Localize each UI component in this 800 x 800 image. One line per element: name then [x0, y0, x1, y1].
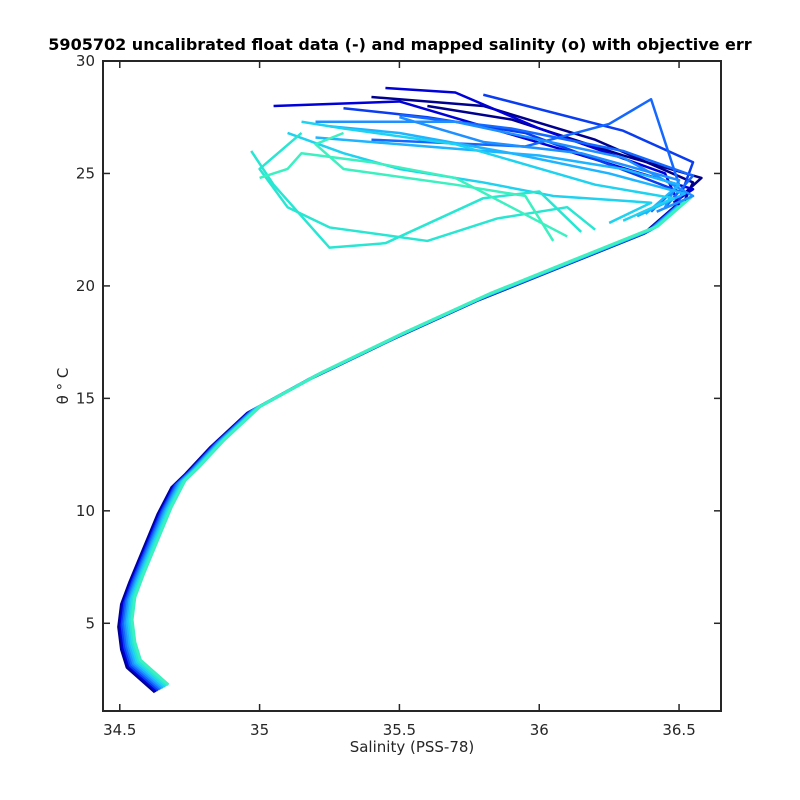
y-tick-label: 10	[76, 502, 95, 520]
surface-profile-line	[287, 131, 653, 225]
surface-profile-line	[399, 113, 695, 209]
y-tick-label: 25	[76, 164, 95, 182]
plot-frame	[102, 60, 722, 712]
y-tick-label: 30	[76, 52, 95, 70]
surface-profile-line	[329, 124, 686, 218]
y-axis-label: θ ° C	[54, 368, 72, 405]
deep-profile-line	[122, 200, 684, 691]
deep-profile-line	[118, 202, 681, 693]
x-tick-label: 35.5	[383, 721, 416, 739]
surface-profile-line	[315, 120, 695, 213]
x-tick-label: 35	[250, 721, 269, 739]
profile-lines	[117, 86, 703, 694]
deep-profile-line	[120, 201, 683, 692]
surface-profile-line	[250, 150, 583, 249]
deep-profile-line	[130, 195, 693, 687]
surface-profile-line	[315, 136, 681, 215]
deep-profile-line	[128, 196, 691, 687]
deep-profile-line	[127, 197, 689, 688]
axis-ticks: 34.5 35 35.5 36 36.5 5 10 15 20 25 30	[76, 52, 721, 739]
y-tick-label: 5	[85, 614, 95, 632]
x-tick-label: 36.5	[662, 721, 695, 739]
deep-profile-line	[117, 202, 679, 694]
surface-profile-line	[482, 93, 695, 201]
x-tick-label: 34.5	[103, 721, 136, 739]
y-tick-label: 15	[76, 389, 95, 407]
surface-profile-line	[427, 104, 703, 200]
deep-profile-line	[125, 198, 688, 689]
surface-profile-line	[301, 120, 675, 222]
y-tick-label: 20	[76, 277, 95, 295]
x-tick-label: 36	[530, 721, 549, 739]
surface-profile-line	[259, 151, 568, 238]
chart-title: 5905702 uncalibrated float data (-) and …	[48, 35, 751, 54]
deep-profile-line	[123, 199, 686, 690]
surface-profile-line	[314, 131, 555, 242]
x-axis-label: Salinity (PSS-78)	[350, 738, 475, 756]
